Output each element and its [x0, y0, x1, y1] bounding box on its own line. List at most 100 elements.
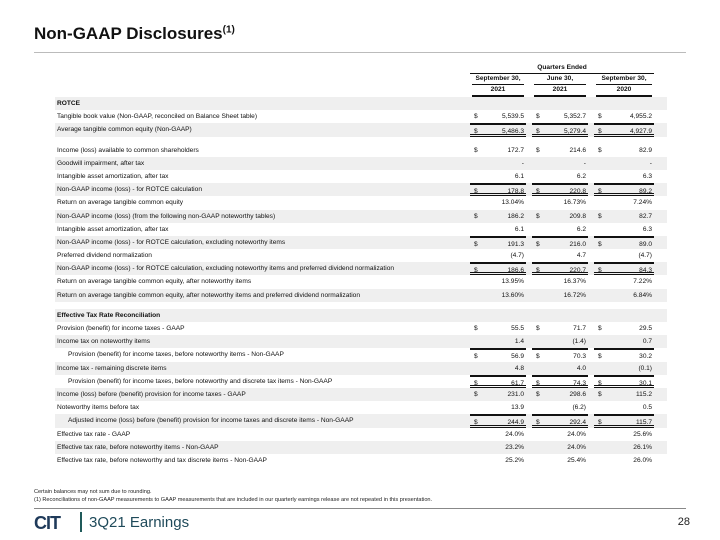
- value-cell: 25.2%: [470, 454, 526, 467]
- table-row: Effective tax rate - GAAP 24.0% 24.0% 25.6%: [55, 428, 667, 441]
- header-group: Quarters Ended: [470, 64, 654, 74]
- currency-symbol: $: [474, 113, 478, 121]
- row-label: Income (loss) available to common shareh…: [57, 146, 199, 154]
- row-label: Intangible asset amortization, after tax: [57, 172, 169, 180]
- currency-symbol: $: [598, 146, 602, 154]
- value-cell: 4.0: [532, 362, 588, 375]
- table-row: Return on average tangible common equity…: [55, 196, 667, 209]
- cell-value: 82.7: [639, 212, 652, 220]
- value-cell: $209.8: [532, 210, 588, 223]
- value-cell: -: [532, 157, 588, 170]
- page-number: 28: [677, 516, 690, 528]
- value-cell: 24.0%: [532, 428, 588, 441]
- column-header: September 30,: [472, 75, 524, 85]
- cell-value: 4.0: [576, 364, 586, 372]
- value-cell: $292.4: [532, 414, 588, 428]
- cell-value: 23.2%: [505, 443, 524, 451]
- cell-value: (1.4): [572, 338, 586, 346]
- value-cell: $214.6: [532, 144, 588, 157]
- row-label: Non-GAAP income (loss) - for ROTCE calcu…: [57, 186, 202, 194]
- cell-value: 115.2: [635, 390, 652, 398]
- value-cell: $298.6: [532, 388, 588, 401]
- cell-value: 74.3: [573, 379, 586, 387]
- table-row: Income (loss) available to common shareh…: [55, 144, 667, 157]
- value-cell: 13.60%: [470, 289, 526, 302]
- currency-symbol: $: [598, 113, 602, 121]
- cell-value: 29.5: [639, 325, 652, 332]
- value-cell: 23.2%: [470, 441, 526, 454]
- cell-value: 191.3: [507, 240, 524, 248]
- row-label: Effective Tax Rate Reconciliation: [57, 311, 161, 319]
- value-cell: $30.2: [594, 348, 654, 361]
- cell-value: 56.9: [511, 353, 524, 361]
- cell-value: 30.2: [639, 353, 652, 361]
- cell-value: 70.3: [573, 353, 586, 361]
- row-label: Average tangible common equity (Non-GAAP…: [57, 126, 192, 134]
- value-cell: $56.9: [470, 348, 526, 361]
- row-label: Non-GAAP income (loss) - for ROTCE calcu…: [57, 238, 286, 246]
- cell-value: 13.9: [511, 404, 524, 412]
- value-cell: $30.1: [594, 374, 654, 388]
- cell-value: 25.4%: [567, 456, 586, 464]
- cell-value: 55.5: [511, 325, 524, 332]
- cell-value: 16.73%: [563, 199, 586, 207]
- value-cell: 6.2: [532, 170, 588, 183]
- value-cell: 16.72%: [532, 289, 588, 302]
- currency-symbol: $: [474, 240, 478, 248]
- cell-value: 24.0%: [567, 430, 586, 438]
- footnote: Certain balances may not sum due to roun…: [34, 489, 152, 495]
- value-cell: $220.7: [532, 262, 588, 276]
- table-row: Return on average tangible common equity…: [55, 288, 667, 302]
- currency-symbol: $: [536, 113, 540, 121]
- row-label: Provision (benefit) for income taxes, be…: [68, 377, 333, 385]
- currency-symbol: $: [598, 390, 602, 398]
- cell-value: 292.4: [569, 419, 586, 427]
- page-title: Non-GAAP Disclosures(1): [34, 24, 235, 43]
- row-label: Provision (benefit) for income taxes - G…: [57, 325, 185, 332]
- value-cell: $172.7: [470, 144, 526, 157]
- value-cell: $186.6: [470, 262, 526, 276]
- currency-symbol: $: [598, 267, 602, 275]
- currency-symbol: $: [598, 240, 602, 248]
- table-row: Non-GAAP income (loss) - for ROTCE calcu…: [55, 183, 667, 197]
- currency-symbol: $: [474, 128, 478, 136]
- cell-value: 13.04%: [501, 199, 524, 207]
- cell-value: 5,279.4: [564, 128, 586, 136]
- value-cell: 25.6%: [594, 428, 654, 441]
- currency-symbol: $: [536, 325, 540, 332]
- currency-symbol: $: [536, 419, 540, 427]
- cell-value: 6.3: [642, 225, 652, 233]
- currency-symbol: $: [598, 325, 602, 332]
- currency-symbol: $: [536, 212, 540, 220]
- cell-value: 13.95%: [501, 278, 524, 286]
- column-header: 2021: [472, 86, 524, 97]
- cell-value: 4,955.2: [630, 113, 652, 121]
- currency-symbol: $: [474, 379, 478, 387]
- value-cell: (0.1): [594, 362, 654, 375]
- cell-value: 16.72%: [563, 291, 586, 299]
- cell-value: 115.7: [635, 419, 652, 427]
- value-cell: 7.22%: [594, 275, 654, 288]
- value-cell: $115.7: [594, 414, 654, 428]
- row-label: Goodwill impairment, after tax: [57, 159, 145, 167]
- value-cell: $178.8: [470, 183, 526, 197]
- cell-value: 0.7: [642, 338, 652, 346]
- cell-value: -: [583, 159, 586, 167]
- row-label: Tangible book value (Non-GAAP, reconcile…: [57, 113, 258, 121]
- cell-value: -: [649, 159, 652, 167]
- cell-value: 186.6: [507, 267, 524, 275]
- value-cell: $5,539.5: [470, 110, 526, 123]
- cell-value: 0.5: [642, 404, 652, 412]
- table-row: Return on average tangible common equity…: [55, 275, 667, 288]
- section-heading: ROTCE: [55, 97, 667, 111]
- currency-symbol: $: [474, 390, 478, 398]
- table-row: Provision (benefit) for income taxes, be…: [55, 374, 667, 388]
- cell-value: 298.6: [569, 390, 586, 398]
- row-label: Effective tax rate, before noteworthy it…: [57, 443, 219, 451]
- row-label: Provision (benefit) for income taxes, be…: [68, 351, 284, 359]
- table-row: Income tax on noteworthy items 1.4 (1.4) 0.…: [55, 335, 667, 349]
- currency-symbol: $: [598, 128, 602, 136]
- cell-value: 61.7: [511, 379, 524, 387]
- currency-symbol: $: [536, 379, 540, 387]
- row-label: Return on average tangible common equity…: [57, 291, 360, 299]
